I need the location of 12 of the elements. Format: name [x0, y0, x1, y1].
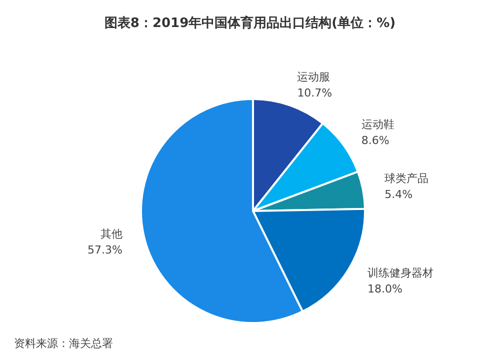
data-label: 8.6% — [361, 134, 390, 148]
text: 资料来源：海关总署 — [13, 336, 114, 351]
slice-label: 其他 — [100, 227, 123, 240]
slice-label: 运动鞋 — [361, 118, 394, 132]
slice-label: 球类产品 — [384, 172, 429, 185]
data-label: 10.7% — [297, 86, 332, 100]
slice-label: 运动服 — [297, 70, 330, 84]
data-label: 18.0% — [367, 282, 402, 296]
slice-label: 训练健身器材 — [367, 266, 434, 280]
data-label: 57.3% — [88, 243, 123, 256]
chart-title: 图表8：2019年中国体育用品出口结构(单位：%) — [103, 14, 397, 33]
data-label: 5.4% — [384, 188, 413, 201]
